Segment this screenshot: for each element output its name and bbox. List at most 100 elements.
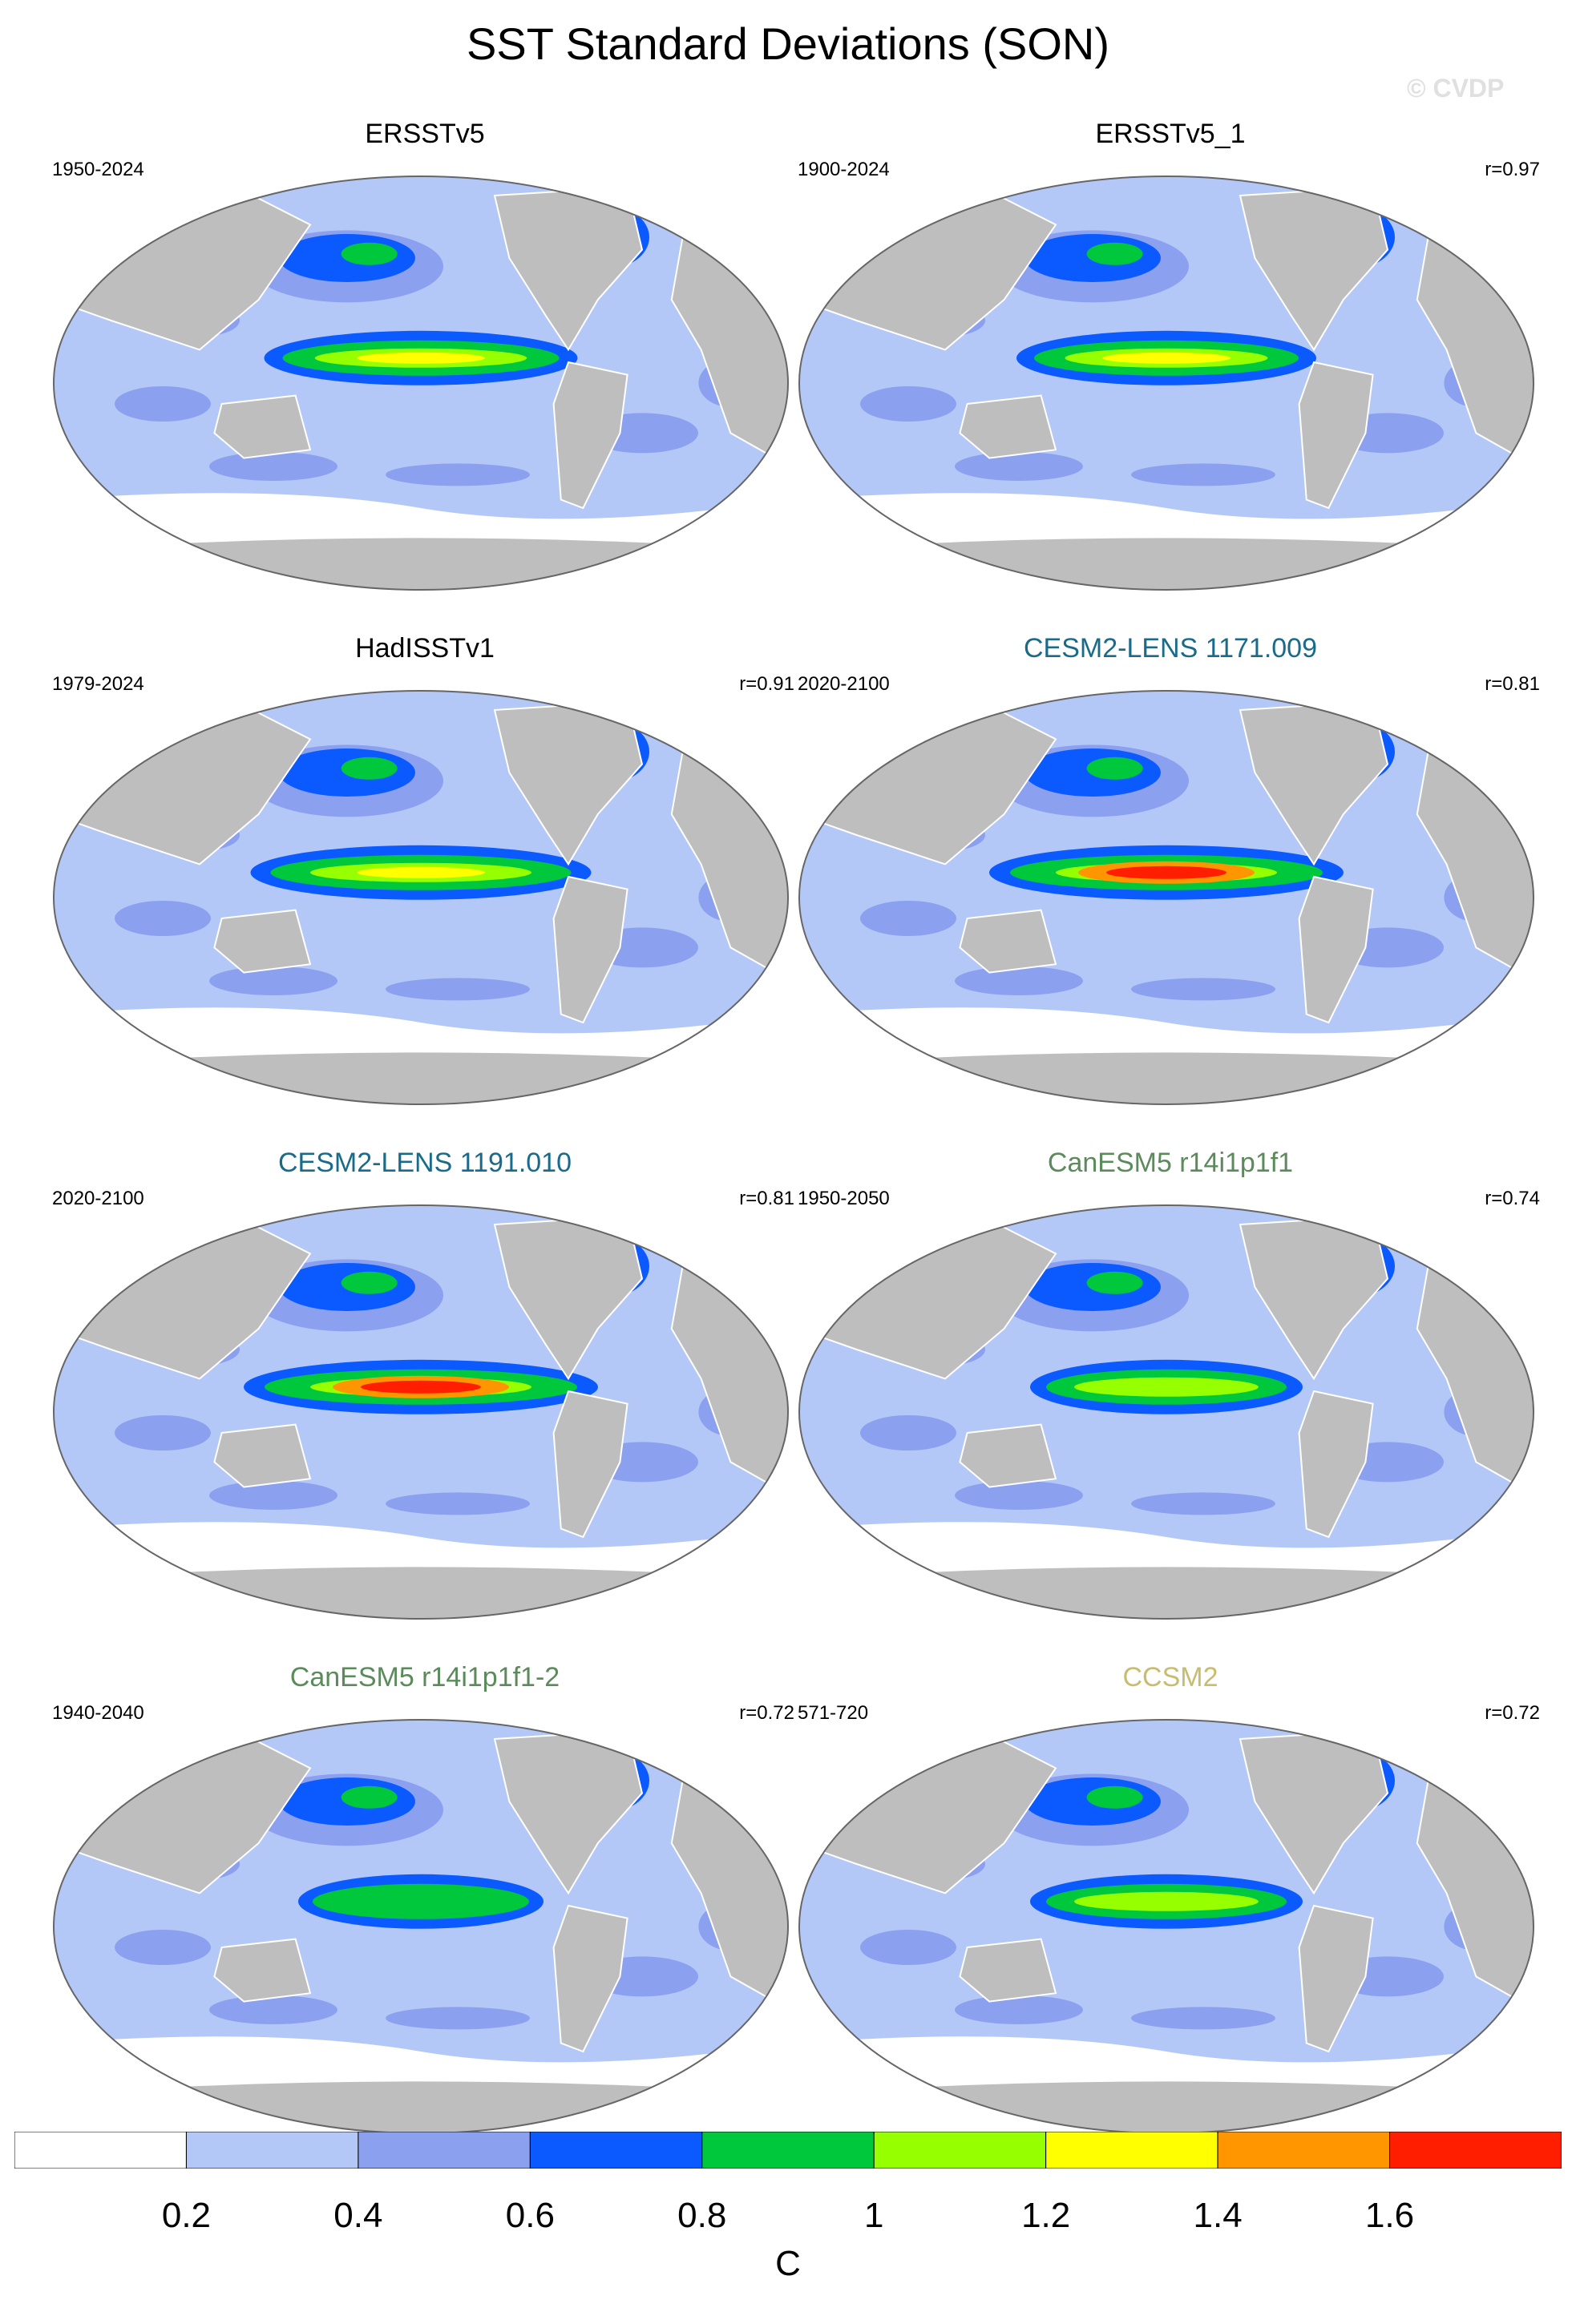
land-mass xyxy=(552,1390,628,1539)
panel-title: CESM2-LENS 1171.009 xyxy=(1023,633,1317,664)
land-mass xyxy=(552,1904,628,2053)
north-pacific-peak xyxy=(1086,757,1143,780)
enso-inner xyxy=(1074,1377,1259,1397)
colorbar-tick: 0.4 xyxy=(333,2196,383,2235)
colorbar-segment xyxy=(701,2132,875,2169)
map-panel: CESM2-LENS 1171.009 2020-2100 r=0.81 xyxy=(790,633,1551,1114)
land-mass xyxy=(959,1423,1057,1488)
colorbar-segment xyxy=(185,2132,359,2169)
land-mass xyxy=(552,361,628,510)
cvdp-watermark: © CVDP xyxy=(1407,74,1505,103)
variability-patch xyxy=(386,978,530,1001)
map-panel: CCSM2 571-720 r=0.72 xyxy=(790,1662,1551,2143)
map-panel: CanESM5 r14i1p1f1-2 1940-2040 r=0.72 xyxy=(44,1662,806,2143)
world-map xyxy=(53,176,789,591)
map-panel: CESM2-LENS 1191.010 2020-2100 r=0.81 xyxy=(44,1148,806,1628)
variability-patch xyxy=(1131,463,1275,486)
land-mass xyxy=(959,394,1057,459)
variability-patch xyxy=(386,463,530,486)
variability-patch xyxy=(1131,978,1275,1001)
land-mass xyxy=(552,875,628,1024)
variability-patch xyxy=(115,386,211,422)
map-border xyxy=(798,176,1534,591)
colorbar-segment xyxy=(873,2132,1047,2169)
colorbar-segment xyxy=(14,2132,187,2169)
panel-title: ERSSTv5 xyxy=(365,119,485,149)
panel-period: 1900-2024 xyxy=(798,159,890,180)
land-mass xyxy=(799,1051,1534,1104)
panel-period: 1950-2024 xyxy=(52,159,144,180)
panel-title: ERSSTv5_1 xyxy=(1095,119,1246,149)
land-mass xyxy=(799,2080,1534,2133)
land-mass xyxy=(213,909,312,974)
variability-patch xyxy=(955,1481,1083,1510)
map-border xyxy=(53,1204,789,1620)
land-mass xyxy=(54,2080,788,2133)
map-panel: ERSSTv5 1950-2024 xyxy=(44,119,806,599)
panel-title: CCSM2 xyxy=(1122,1662,1218,1693)
map-panel: ERSSTv5_1 1900-2024 r=0.97 xyxy=(790,119,1551,599)
north-pacific-peak xyxy=(341,757,398,780)
variability-patch xyxy=(860,1415,956,1450)
world-map xyxy=(53,1204,789,1620)
variability-patch xyxy=(115,1930,211,1965)
colorbar-segment xyxy=(358,2132,531,2169)
land-mass xyxy=(213,1423,312,1488)
land-mass xyxy=(959,1938,1057,2003)
figure-title: SST Standard Deviations (SON) xyxy=(467,18,1109,69)
panel-correlation: r=0.81 xyxy=(739,1188,794,1209)
panel-correlation: r=0.72 xyxy=(1485,1702,1540,1724)
colorbar-tick: 1.6 xyxy=(1364,2196,1415,2235)
land-mass xyxy=(54,1565,788,1619)
colorbar-tick: 0.2 xyxy=(161,2196,212,2235)
colorbar-units: C xyxy=(775,2244,801,2283)
land-mass xyxy=(799,1565,1534,1619)
variability-patch xyxy=(955,1995,1083,2024)
colorbar-tick: 0.6 xyxy=(505,2196,555,2235)
colorbar-segment xyxy=(1045,2132,1218,2169)
map-panel: HadISSTv1 1979-2024 r=0.91 xyxy=(44,633,806,1114)
variability-patch xyxy=(209,966,337,995)
enso-peak xyxy=(361,1380,481,1394)
north-pacific-peak xyxy=(1086,1785,1143,1809)
variability-patch xyxy=(860,1930,956,1965)
land-mass xyxy=(213,394,312,459)
enso-mid xyxy=(313,1883,529,1919)
colorbar-segment xyxy=(1217,2132,1391,2169)
land-mass xyxy=(799,536,1534,590)
panel-period: 2020-2100 xyxy=(798,673,890,695)
panel-period: 1940-2040 xyxy=(52,1702,144,1724)
enso-peak xyxy=(1106,865,1226,879)
variability-patch xyxy=(209,452,337,481)
enso-core xyxy=(1102,352,1230,364)
enso-core xyxy=(357,352,485,364)
enso-inner xyxy=(1074,1891,1259,1911)
land-mass xyxy=(54,536,788,590)
world-map xyxy=(53,690,789,1105)
map-border xyxy=(798,690,1534,1105)
panel-correlation: r=0.91 xyxy=(739,673,794,695)
panel-correlation: r=0.74 xyxy=(1485,1188,1540,1209)
north-pacific-peak xyxy=(341,1271,398,1294)
world-map xyxy=(798,176,1534,591)
variability-patch xyxy=(1131,2007,1275,2030)
panel-period: 1950-2050 xyxy=(798,1188,890,1209)
enso-core xyxy=(357,866,485,878)
panel-period: 2020-2100 xyxy=(52,1188,144,1209)
colorbar-tick: 1.2 xyxy=(1021,2196,1071,2235)
colorbar-tick: 1.4 xyxy=(1193,2196,1243,2235)
map-border xyxy=(798,1204,1534,1620)
world-map xyxy=(53,1719,789,2134)
land-mass xyxy=(213,1938,312,2003)
variability-patch xyxy=(209,1481,337,1510)
colorbar-segment xyxy=(1389,2132,1562,2169)
north-pacific-peak xyxy=(341,242,398,265)
world-map xyxy=(798,690,1534,1105)
panel-period: 1979-2024 xyxy=(52,673,144,695)
panel-period: 571-720 xyxy=(798,1702,869,1724)
panel-correlation: r=0.97 xyxy=(1485,159,1540,180)
panel-title: CESM2-LENS 1191.010 xyxy=(277,1148,572,1178)
variability-patch xyxy=(860,901,956,936)
colorbar-tick: 0.8 xyxy=(677,2196,727,2235)
variability-patch xyxy=(386,1492,530,1515)
